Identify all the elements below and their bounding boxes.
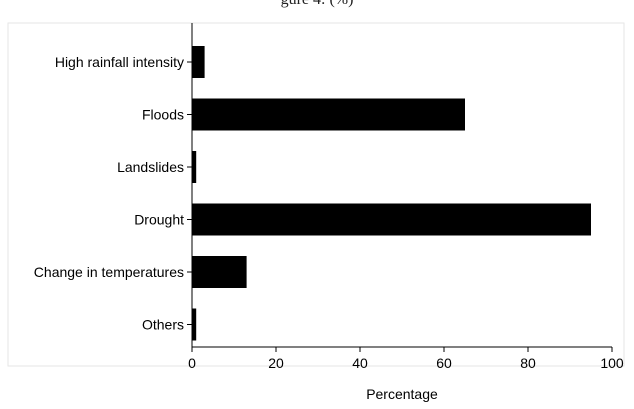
x-tick-label: 40 [352,355,368,371]
bar [192,151,197,183]
x-axis-title: Percentage [366,386,438,402]
x-tick-label: 100 [600,355,624,371]
bar [192,203,591,236]
y-tick-label: Drought [134,212,184,228]
bar [192,46,205,78]
y-tick-label: Floods [142,107,184,123]
y-tick-label: Change in temperatures [34,264,184,280]
bar [192,308,197,341]
plot-frame [7,22,625,367]
y-ticks-layer: High rainfall intensity Floods Landslides D… [34,54,192,333]
x-tick-label: 80 [520,355,536,371]
y-tick-label: High rainfall intensity [55,54,184,70]
y-tick-label: Others [142,317,184,333]
x-tick-label: 0 [188,355,196,371]
bar [192,98,465,131]
x-tick-label: 20 [268,355,284,371]
figure-caption: gure 4: (%) [0,0,634,11]
bars-layer [192,46,591,341]
x-ticks-layer: 0 20 40 60 80 100 [188,347,624,371]
bar [192,256,247,288]
y-tick-label: Landslides [117,159,184,175]
x-tick-label: 60 [436,355,452,371]
